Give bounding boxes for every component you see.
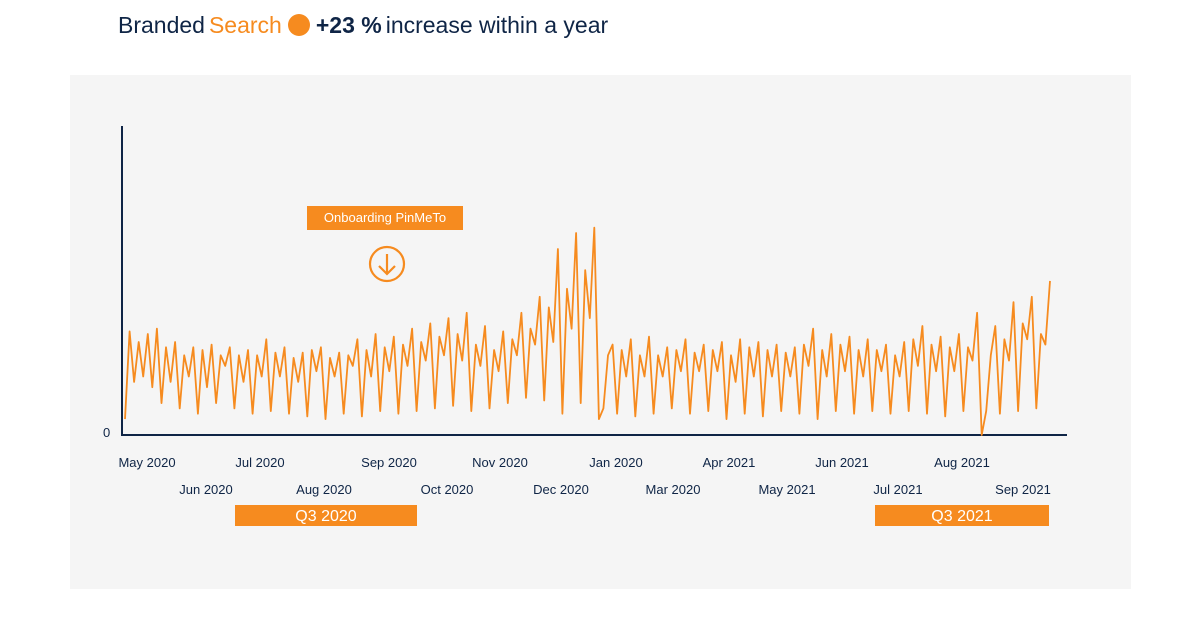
chart-axes: 0 [103, 126, 1067, 440]
arrow-down-head [378, 265, 396, 276]
y-tick-label-0: 0 [103, 425, 110, 440]
x-tick-label-2: Jul 2020 [235, 455, 284, 470]
x-tick-label-11: May 2021 [758, 482, 815, 497]
title-suffix: increase within a year [385, 11, 609, 38]
title-prefix: Branded [118, 11, 205, 38]
x-tick-label-4: Sep 2020 [361, 455, 417, 470]
x-tick-label-7: Dec 2020 [533, 482, 589, 497]
title-bold-figure: +23 % [315, 11, 382, 38]
x-tick-label-5: Oct 2020 [421, 482, 474, 497]
series-line-branded-search [124, 226, 1051, 436]
annotation-label: Onboarding PinMeTo [324, 210, 446, 225]
x-tick-label-13: Jul 2021 [873, 482, 922, 497]
quarter-labels: Q3 2020 Q3 2021 [235, 505, 1049, 526]
quarter-label-1: Q3 2021 [931, 508, 992, 525]
quarter-label-0: Q3 2020 [295, 508, 356, 525]
chart-panel [70, 75, 1131, 589]
x-tick-label-14: Aug 2021 [934, 455, 990, 470]
quarter-band-0 [235, 505, 417, 526]
x-tick-label-12: Jun 2021 [815, 455, 869, 470]
series-group [124, 226, 1051, 436]
x-tick-label-10: Apr 2021 [703, 455, 756, 470]
x-tick-label-1: Jun 2020 [179, 482, 233, 497]
annotation-box [307, 206, 463, 230]
chart-title: Branded Search +23 % increase within a y… [118, 10, 608, 40]
x-tick-label-8: Jan 2020 [589, 455, 643, 470]
title-dot-icon [287, 14, 310, 36]
arrow-down-circle-icon [368, 245, 406, 283]
x-tick-label-15: Sep 2021 [995, 482, 1051, 497]
title-accent: Search [208, 11, 282, 38]
annotation-group: Onboarding PinMeTo [307, 206, 463, 283]
quarter-band-1 [875, 505, 1049, 526]
x-tick-label-6: Nov 2020 [472, 455, 528, 470]
x-tick-label-9: Mar 2020 [646, 482, 701, 497]
x-tick-label-0: May 2020 [118, 455, 175, 470]
x-tick-label-3: Aug 2020 [296, 482, 352, 497]
